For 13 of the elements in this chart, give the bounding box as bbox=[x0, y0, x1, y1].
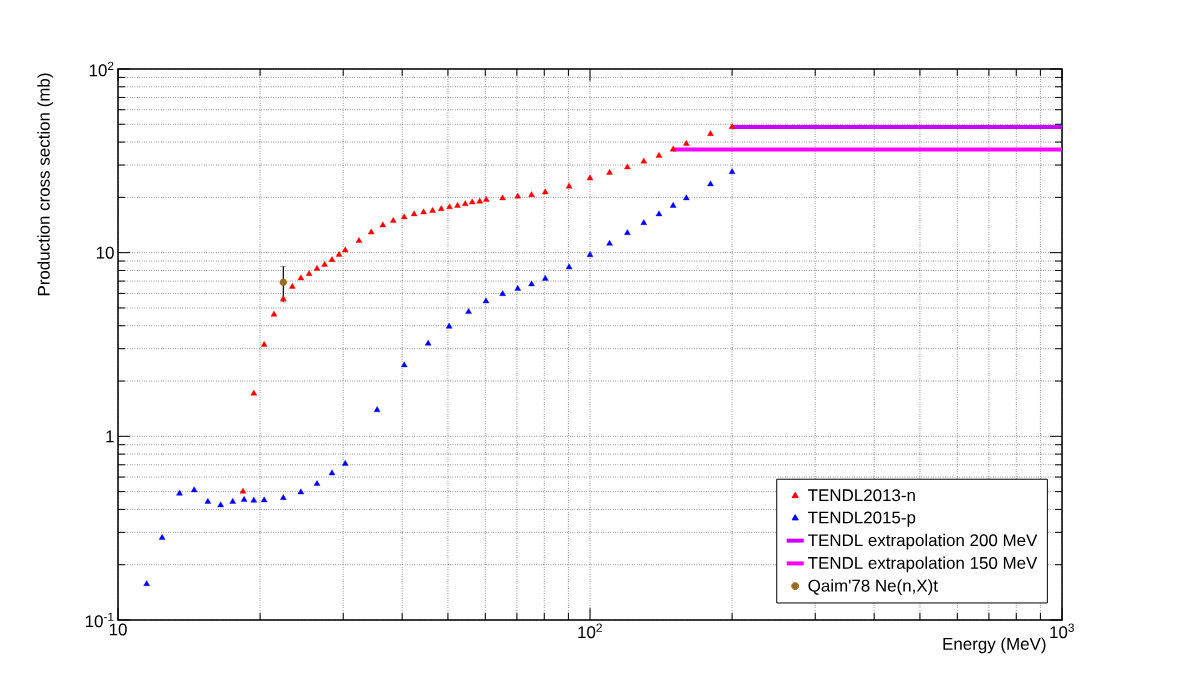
x-axis-title: Energy (MeV) bbox=[943, 637, 1046, 654]
x-tick-label: 10$^{3}$ bbox=[1050, 623, 1074, 639]
y-tick-label: 1 bbox=[106, 430, 114, 443]
legend-label: TENDL extrapolation 150 MeV bbox=[808, 556, 1038, 573]
legend-label: TENDL2013-n bbox=[808, 489, 915, 502]
legend-label: TENDL extrapolation 200 MeV bbox=[808, 533, 1038, 550]
y-axis-title: Production cross section (mb) bbox=[37, 73, 54, 296]
y-tick-label: 10$^{2}$ bbox=[89, 61, 114, 77]
legend-label: Qaim'78 Ne(n,X)t bbox=[808, 579, 938, 595]
x-tick-label: 10 bbox=[109, 623, 127, 636]
legend-label: TENDL2015-p bbox=[808, 511, 916, 527]
y-tick-label: 10 bbox=[96, 246, 114, 259]
x-tick-label: 10$^{2}$ bbox=[578, 623, 602, 639]
